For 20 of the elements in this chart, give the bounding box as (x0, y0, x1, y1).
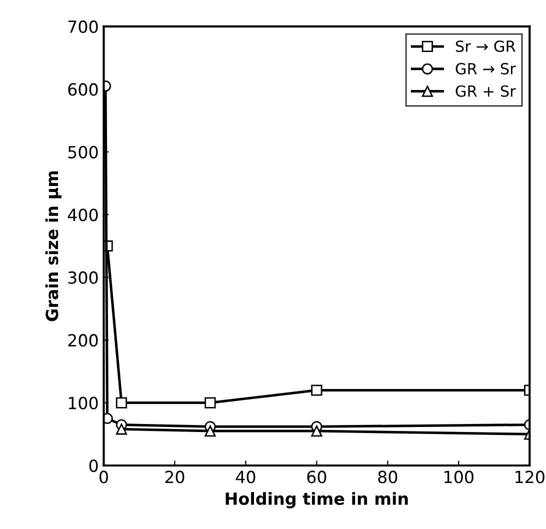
y-tick-label: 700 (68, 20, 98, 34)
y-tick-label: 300 (68, 271, 98, 284)
x-tick-label: 40 (236, 470, 256, 484)
x-tick-label: 0 (100, 470, 108, 484)
y-tick-label: 200 (68, 334, 98, 347)
x-tick-label: 120 (516, 470, 544, 484)
legend-label: GR + Sr (456, 85, 516, 97)
y-axis-title: Grain size in µm (45, 171, 62, 322)
y-tick-label: 400 (68, 208, 98, 222)
legend-label: GR → Sr (456, 62, 516, 74)
x-tick-label: 80 (378, 470, 398, 484)
x-axis-title: Holding time in min (226, 492, 408, 508)
y-tick-label: 100 (68, 396, 98, 410)
x-tick-label: 60 (307, 470, 326, 484)
x-tick-label: 100 (444, 470, 474, 484)
legend-label: Sr → GR (456, 40, 516, 52)
y-tick-label: 0 (89, 459, 98, 472)
y-tick-label: 500 (68, 146, 98, 158)
x-tick-label: 20 (165, 470, 184, 484)
y-tick-label: 600 (68, 83, 98, 96)
